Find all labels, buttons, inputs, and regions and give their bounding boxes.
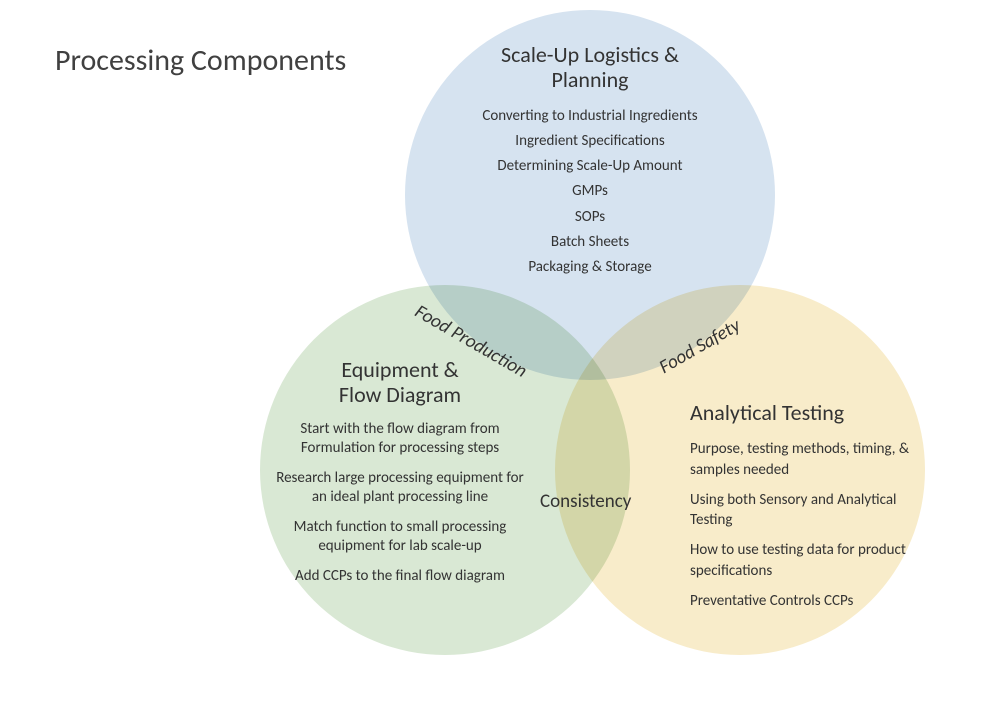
circle-right-items: Purpose, testing methods, timing, & samp… xyxy=(690,439,920,611)
list-item: Research large processing equipment for … xyxy=(270,469,530,508)
list-item: Start with the flow diagram from Formula… xyxy=(270,420,530,459)
list-item: Preventative Controls CCPs xyxy=(690,591,920,611)
list-item: Packaging & Storage xyxy=(440,256,740,279)
list-item: Batch Sheets xyxy=(440,231,740,254)
list-item: Determining Scale-Up Amount xyxy=(440,155,740,178)
list-item: GMPs xyxy=(440,180,740,203)
circle-left-content: Equipment & Flow Diagram Start with the … xyxy=(270,357,530,596)
circle-top-title: Scale-Up Logistics & Planning xyxy=(440,42,740,93)
list-item: Purpose, testing methods, timing, & samp… xyxy=(690,439,920,480)
circle-right-title: Analytical Testing xyxy=(690,400,920,425)
page-title: Processing Components xyxy=(55,42,346,79)
list-item: Add CCPs to the final flow diagram xyxy=(270,567,530,587)
circle-top-content: Scale-Up Logistics & Planning Converting… xyxy=(440,42,740,281)
list-item: How to use testing data for product spec… xyxy=(690,540,920,581)
circle-right-content: Analytical Testing Purpose, testing meth… xyxy=(690,400,920,621)
list-item: Ingredient Specifications xyxy=(440,130,740,153)
list-item: Converting to Industrial Ingredients xyxy=(440,105,740,128)
list-item: SOPs xyxy=(440,206,740,229)
circle-top-items: Converting to Industrial IngredientsIngr… xyxy=(440,105,740,280)
list-item: Using both Sensory and Analytical Testin… xyxy=(690,490,920,531)
overlap-consistency: Consistency xyxy=(540,490,631,513)
list-item: Match function to small processing equip… xyxy=(270,518,530,557)
circle-left-items: Start with the flow diagram from Formula… xyxy=(270,420,530,587)
